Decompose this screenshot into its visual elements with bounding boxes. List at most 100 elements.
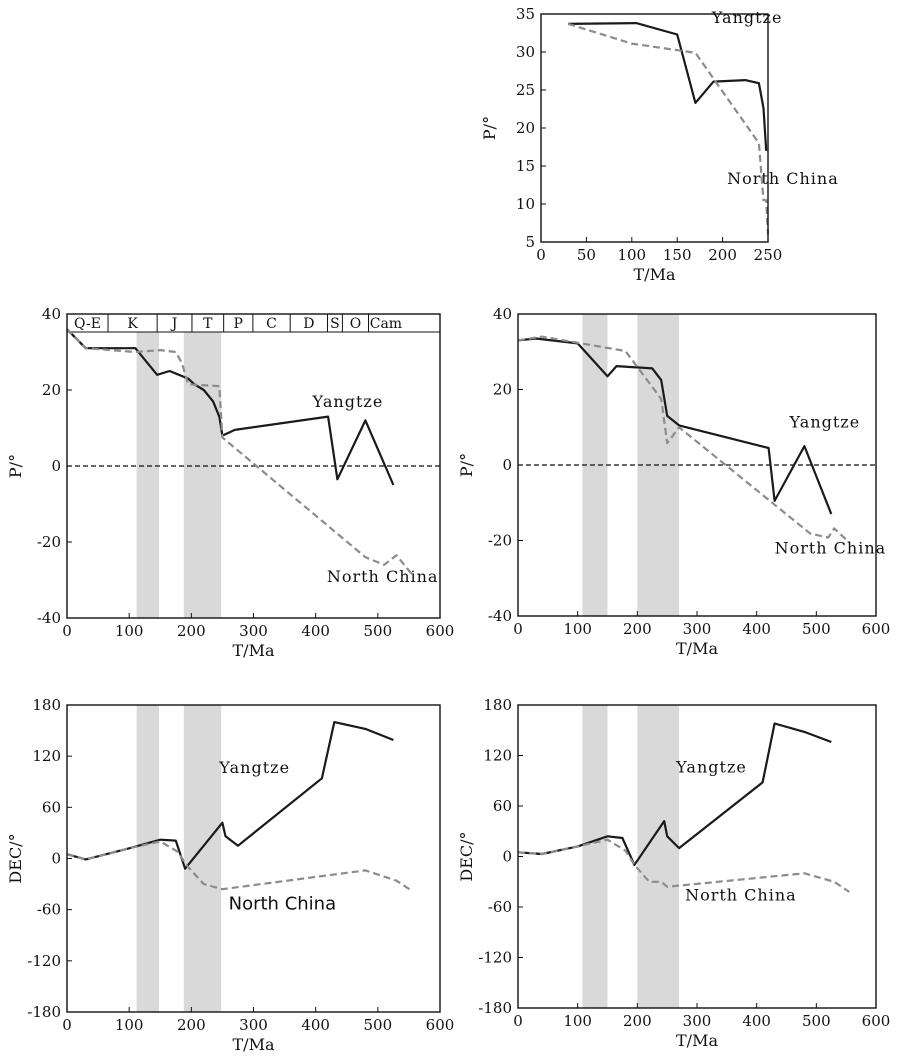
y-axis-label: P/° [480,116,499,140]
y-tick-label: 0 [502,848,512,866]
x-tick-label: 300 [239,622,268,640]
series-label-yangtze: Yangtze [675,757,747,776]
y-tick-label: 180 [483,696,512,714]
x-tick-label: 250 [754,246,783,264]
y-tick-label: 20 [516,119,535,137]
series-label-north-china: North China [327,567,439,586]
x-tick-label: 100 [115,1016,144,1034]
shade-band [183,705,222,1012]
x-tick-label: 600 [426,1016,455,1034]
x-tick-label: 0 [513,620,523,638]
period-label: J [170,316,178,332]
x-tick-label: 50 [577,246,596,264]
series-label-yangtze: Yangtze [788,412,860,431]
series-line-north-china [66,840,413,892]
x-tick-label: 0 [536,246,546,264]
y-tick-label: 10 [516,195,535,213]
x-tick-label: 150 [663,246,692,264]
chart-bottom-right: 0 100 200 300 400 500 600 -180 -120 -60 0 60 120 180 T… [457,696,890,1050]
series-line-north-china [567,22,770,235]
plot-frame [517,704,877,1009]
y-tick-label: 25 [516,81,535,99]
plot-frame [66,704,441,1013]
y-tick-label: 5 [525,233,535,251]
y-tick-label: 20 [493,381,512,399]
x-tick-label: 500 [364,1016,393,1034]
period-label: C [266,316,277,332]
series-label-yangtze: Yangtze [312,392,384,411]
period-label: P [234,316,243,332]
x-tick-label: 300 [683,620,712,638]
series-label-north-china: North China [229,894,336,915]
series-label-north-china: North China [775,539,887,558]
y-tick-label: 0 [51,850,61,868]
y-tick-label: -60 [488,898,512,916]
y-axis-label: DEC/° [6,833,25,883]
shade-band [136,705,160,1012]
y-tick-label: 20 [42,381,61,399]
y-tick-label: 35 [516,5,535,23]
x-axis-label: T/Ma [676,639,718,658]
x-tick-label: 500 [802,620,831,638]
y-tick-label: 60 [493,797,512,815]
y-axis-label: DEC/° [457,831,476,881]
series-line-yangtze [66,328,395,486]
x-tick-label: 200 [623,1012,652,1030]
x-tick-label: 0 [62,1016,72,1034]
x-tick-label: 300 [683,1012,712,1030]
x-axis-label: T/Ma [233,641,275,660]
series-line-north-china [517,838,850,893]
x-tick-label: 400 [301,622,330,640]
y-tick-label: 40 [42,305,61,323]
series-line-north-china [517,335,850,544]
x-axis-label: T/Ma [676,1031,718,1050]
shade-band [637,705,680,1008]
x-tick-label: 600 [862,620,891,638]
series-line-north-china [66,328,413,575]
y-tick-label: 180 [32,696,61,714]
x-tick-label: 200 [177,622,206,640]
y-tick-label: -180 [478,999,512,1017]
period-label: D [303,316,314,332]
x-tick-label: 600 [862,1012,891,1030]
y-tick-label: -20 [488,532,512,550]
y-axis-label: P/° [457,453,476,477]
shade-band [582,705,608,1008]
x-tick-label: 100 [115,622,144,640]
x-tick-label: 200 [623,620,652,638]
x-tick-label: 500 [802,1012,831,1030]
y-tick-label: -40 [488,607,512,625]
x-tick-label: 400 [301,1016,330,1034]
x-tick-label: 100 [563,1012,592,1030]
y-tick-label: -120 [478,949,512,967]
y-tick-label: 120 [32,747,61,765]
chart-middle-left: Q-E K J T P C D S O Cam 0 100 200 300 400 500 600 -40 -20 0… [6,305,454,660]
plot-frame [540,13,769,243]
x-axis-label: T/Ma [634,265,676,284]
x-tick-label: 200 [708,246,737,264]
y-tick-label: -120 [27,952,61,970]
x-tick-label: 0 [513,1012,523,1030]
x-tick-label: 400 [742,1012,771,1030]
y-tick-label: 120 [483,747,512,765]
series-line-yangtze [568,22,768,151]
period-label: O [350,316,361,332]
x-tick-label: 300 [239,1016,268,1034]
series-line-yangtze [66,720,394,870]
x-tick-label: 200 [177,1016,206,1034]
geologic-period-bar: Q-E K J T P C D S O Cam [66,313,441,333]
y-tick-label: 30 [516,43,535,61]
y-tick-label: 15 [516,157,535,175]
y-tick-label: 40 [493,305,512,323]
period-label: T [203,316,213,332]
x-tick-label: 100 [563,620,592,638]
x-tick-label: 600 [426,622,455,640]
period-label: K [127,316,138,332]
y-tick-label: -180 [27,1003,61,1021]
series-label-north-china: North China [685,885,797,904]
y-tick-label: -20 [37,533,61,551]
chart-top: 0 50 100 150 200 250 5 10 15 20 25 30 35 T/Ma P/° Yangt… [480,5,838,284]
series-label-yangtze: Yangtze [218,758,290,777]
y-axis-label: P/° [6,454,25,478]
y-tick-label: -60 [37,901,61,919]
